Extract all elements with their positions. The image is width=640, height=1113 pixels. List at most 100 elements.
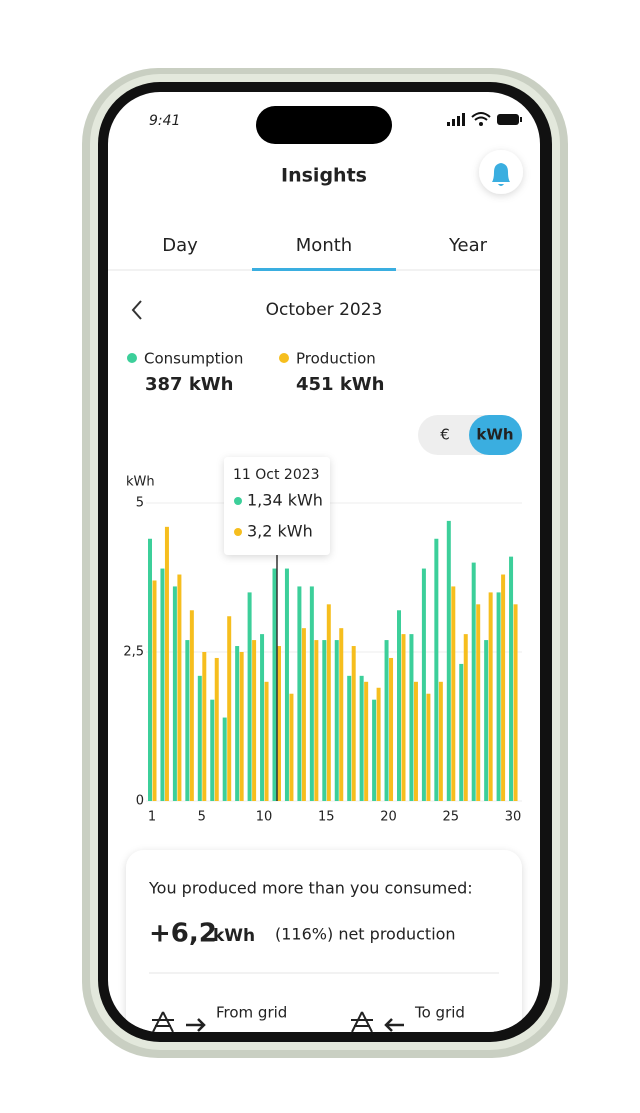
bar bbox=[164, 526, 169, 801]
bar bbox=[459, 663, 464, 801]
legend-dot bbox=[127, 353, 137, 363]
bar bbox=[247, 592, 252, 801]
bar bbox=[372, 699, 377, 801]
legend-label: Consumption bbox=[144, 350, 243, 368]
screen: 9:41 Insights Day Month Year October 2023 … bbox=[108, 92, 540, 1032]
tooltip-value: 1,34 kWh bbox=[247, 491, 323, 510]
tooltip-value: 3,2 kWh bbox=[247, 522, 313, 541]
bar bbox=[471, 562, 476, 801]
bar bbox=[413, 681, 418, 801]
chart: 02,551 5 10 15 20 25 30 bbox=[123, 496, 522, 825]
pylon-icon bbox=[152, 1011, 174, 1032]
dynamic-island bbox=[256, 106, 392, 144]
x-tick-label: 25 bbox=[443, 810, 460, 825]
from-grid-label: From grid bbox=[216, 1004, 287, 1022]
bar bbox=[322, 640, 327, 801]
bar bbox=[434, 538, 439, 801]
tabs: Day Month Year bbox=[162, 235, 487, 256]
bar bbox=[210, 699, 215, 801]
bar bbox=[509, 556, 514, 801]
bar bbox=[351, 646, 356, 801]
tab[interactable]: Day bbox=[162, 235, 198, 256]
tooltip-dot bbox=[234, 528, 242, 536]
bar bbox=[496, 592, 501, 801]
bar bbox=[463, 634, 468, 801]
unit-option[interactable]: € bbox=[440, 426, 450, 444]
y-tick-label: 5 bbox=[136, 496, 144, 511]
bar bbox=[277, 646, 281, 801]
arrow-icon bbox=[186, 1018, 206, 1032]
bar bbox=[148, 538, 152, 801]
net-value: +6,2 bbox=[149, 919, 217, 949]
bar bbox=[401, 634, 406, 801]
x-tick-label: 10 bbox=[256, 810, 273, 825]
bar bbox=[376, 687, 381, 801]
bar bbox=[364, 681, 369, 801]
bar bbox=[513, 604, 518, 801]
x-tick-label: 30 bbox=[505, 810, 522, 825]
bar bbox=[160, 568, 165, 801]
legend-dot bbox=[279, 353, 289, 363]
tab[interactable]: Year bbox=[448, 235, 488, 256]
bar bbox=[260, 634, 265, 801]
bar bbox=[197, 675, 202, 801]
bell-icon bbox=[492, 163, 510, 186]
to-grid-label: To grid bbox=[414, 1004, 465, 1022]
y-tick-label: 2,5 bbox=[123, 645, 144, 660]
bar bbox=[347, 675, 352, 801]
bar bbox=[152, 580, 157, 801]
y-tick-label: 0 bbox=[136, 794, 144, 809]
bar bbox=[476, 604, 481, 801]
bar bbox=[297, 586, 302, 801]
bar bbox=[309, 586, 314, 801]
bar bbox=[301, 628, 306, 801]
bar bbox=[185, 640, 190, 801]
bar bbox=[227, 616, 232, 801]
bar bbox=[222, 717, 227, 801]
bar bbox=[239, 652, 244, 801]
header-title: Insights bbox=[281, 165, 367, 187]
summary-text: You produced more than you consumed: bbox=[148, 879, 473, 898]
pylon-icon bbox=[351, 1011, 373, 1032]
bar bbox=[284, 568, 289, 801]
bar bbox=[264, 681, 269, 801]
x-tick-label: 5 bbox=[198, 810, 206, 825]
x-tick-label: 15 bbox=[318, 810, 335, 825]
bar bbox=[334, 640, 339, 801]
tab[interactable]: Month bbox=[296, 235, 352, 256]
production-total: 451 kWh bbox=[296, 374, 384, 395]
net-note: (116%) net production bbox=[275, 925, 456, 944]
bar bbox=[451, 586, 456, 801]
bar bbox=[484, 640, 489, 801]
bar bbox=[384, 640, 389, 801]
y-axis-label: kWh bbox=[126, 475, 155, 490]
x-tick-label: 20 bbox=[380, 810, 397, 825]
bar bbox=[252, 640, 257, 801]
prev-period-button[interactable] bbox=[131, 300, 142, 320]
legend-label: Production bbox=[296, 350, 376, 368]
active-tab-indicator bbox=[252, 268, 396, 271]
bar bbox=[172, 586, 177, 801]
unit-option[interactable]: kWh bbox=[476, 426, 513, 444]
bar bbox=[189, 610, 194, 801]
bar bbox=[438, 681, 443, 801]
bar bbox=[359, 675, 364, 801]
bar bbox=[202, 652, 207, 801]
bar bbox=[488, 592, 493, 801]
summary-card bbox=[126, 850, 522, 1032]
status-time: 9:41 bbox=[149, 113, 180, 129]
unit-toggle-active bbox=[469, 415, 522, 455]
period-label: October 2023 bbox=[266, 300, 383, 320]
bar bbox=[421, 568, 426, 801]
bar bbox=[289, 693, 294, 801]
status-icons bbox=[447, 112, 522, 126]
consumption-total: 387 kWh bbox=[145, 374, 233, 395]
bar bbox=[177, 574, 182, 801]
bar bbox=[235, 646, 240, 801]
bar bbox=[409, 634, 414, 801]
bar bbox=[314, 640, 319, 801]
tooltip-dot bbox=[234, 497, 242, 505]
arrow-icon bbox=[384, 1018, 404, 1032]
